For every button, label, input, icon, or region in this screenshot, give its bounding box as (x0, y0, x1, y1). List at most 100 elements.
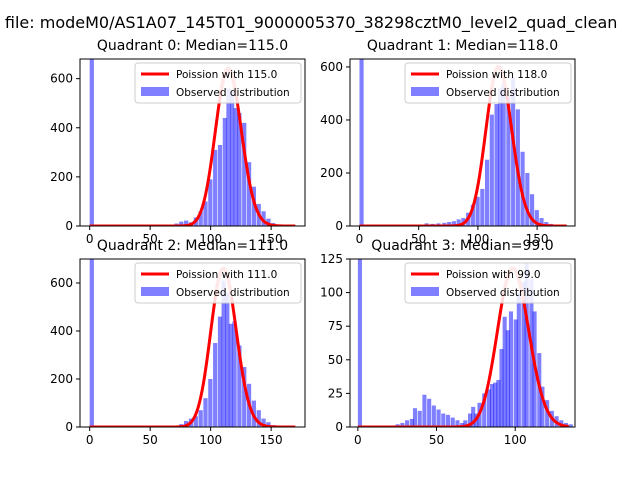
histogram-bar (521, 281, 526, 427)
poisson-fit-line (357, 266, 570, 427)
histogram-bar (184, 220, 189, 226)
y-tick-label: 400 (50, 121, 73, 135)
legend-hist-swatch (141, 287, 169, 296)
histogram-bar (470, 204, 475, 226)
histogram-bar (450, 417, 455, 427)
histogram-bar (405, 420, 410, 427)
histogram-bar (233, 108, 238, 226)
histogram-bar (237, 113, 242, 226)
y-tick-label: 125 (320, 252, 343, 266)
y-tick-label: 200 (320, 166, 343, 180)
axes-frame (349, 58, 576, 227)
histogram-bar (230, 90, 235, 226)
x-tick-label: 0 (86, 232, 94, 246)
x-tick-label: 100 (199, 232, 222, 246)
y-tick-label: 25 (328, 386, 343, 400)
x-tick-label: 150 (260, 433, 283, 447)
legend-hist-swatch (411, 287, 439, 296)
histogram-bar (506, 96, 511, 226)
subplots: 0 50 100 150 0 200 400 600 Quadrant 0: Median=11… (50, 38, 576, 447)
histogram-bar (232, 321, 237, 427)
histogram-bar (498, 88, 503, 226)
histogram-bar (436, 409, 441, 427)
histogram-bar (456, 219, 461, 226)
x-tick-label: 100 (199, 433, 222, 447)
histogram-bar (242, 122, 247, 226)
subplot-title: Quadrant 3: Median=99.0 (371, 238, 553, 254)
histogram-bar (471, 406, 476, 427)
legend-box (404, 62, 572, 104)
histogram-bar (482, 393, 487, 427)
x-tick-label: 100 (466, 232, 489, 246)
histogram-bar (237, 345, 242, 427)
histogram-bar (502, 316, 507, 427)
histogram-bar (489, 114, 494, 226)
histogram-bar (568, 424, 573, 427)
y-tick-label: 400 (320, 113, 343, 127)
histogram-bar (508, 311, 514, 427)
histogram-bar (193, 416, 198, 427)
histogram-bar (261, 211, 266, 226)
histogram-bar (480, 188, 485, 226)
x-tick-label: 50 (143, 433, 158, 447)
histogram-bar (499, 349, 504, 427)
histogram-bar (501, 82, 506, 226)
histogram-bar (496, 379, 501, 427)
histogram-bar (451, 221, 456, 226)
histogram-bar (359, 59, 364, 226)
histogram-bar (217, 144, 223, 226)
histogram-bar (468, 413, 473, 427)
histogram-bar (213, 343, 218, 427)
histogram-bar (256, 410, 261, 427)
histogram-bar (493, 382, 498, 427)
legend-hist-label: Observed distribution (446, 87, 560, 99)
y-tick-label: 0 (335, 420, 343, 434)
histogram-bar (217, 316, 223, 427)
y-tick-label: 600 (50, 72, 73, 86)
histogram-bar (460, 422, 465, 427)
y-tick-label: 50 (328, 353, 343, 367)
histogram-bar (539, 218, 544, 226)
legend-box (134, 262, 302, 304)
subplot-quadrant-1: 0 50 100 150 0 200 400 600 Quadrant 1: Median=11… (320, 38, 576, 246)
x-tick-label: 0 (354, 433, 362, 447)
histogram-bar (490, 383, 495, 427)
legend-hist-swatch (411, 87, 439, 96)
histogram-bar (208, 179, 213, 226)
histogram-bar (225, 292, 230, 427)
histogram-bar (266, 218, 271, 226)
histogram-bar (525, 172, 530, 226)
histogram-bar (463, 420, 468, 427)
histogram-bar (494, 104, 499, 226)
histogram-bar (455, 420, 460, 427)
y-tick-label: 200 (50, 372, 73, 386)
axes-frame (349, 258, 576, 428)
histogram-bar (222, 117, 227, 226)
legend-hist-swatch (141, 87, 169, 96)
y-tick-label: 200 (50, 170, 73, 184)
histogram-bar (427, 398, 432, 427)
histogram-bar (208, 379, 213, 427)
plot-area (88, 259, 297, 427)
histogram-bar (417, 410, 422, 427)
histogram-bar (203, 398, 208, 427)
legend: Poission with 118.0 Observed distribution (404, 62, 572, 104)
legend-hist-label: Observed distribution (176, 287, 290, 299)
y-tick-label: 0 (65, 219, 73, 233)
x-tick-label: 50 (143, 232, 158, 246)
poisson-fit-line (88, 67, 297, 226)
subplot-title: Quadrant 1: Median=118.0 (367, 38, 558, 54)
histogram-bar (530, 194, 535, 226)
histogram-bar (486, 389, 491, 427)
legend: Poission with 115.0 Observed distribution (134, 62, 302, 104)
x-tick-label: 50 (429, 433, 444, 447)
histogram-bar (89, 59, 94, 226)
histogram-bar (89, 259, 94, 427)
poisson-fit-line (358, 65, 568, 226)
poisson-fit-line (88, 266, 297, 427)
histogram-bar (213, 149, 218, 226)
histogram-bar (544, 222, 549, 226)
histogram-bar (357, 259, 362, 427)
y-tick-label: 600 (50, 276, 73, 290)
